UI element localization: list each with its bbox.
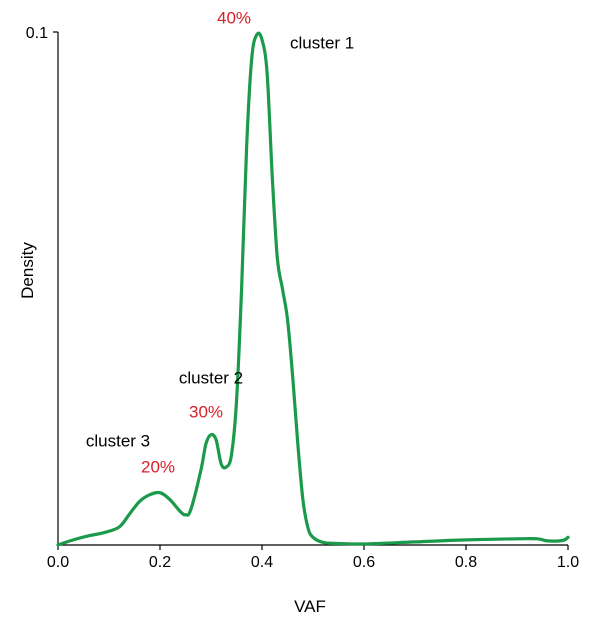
cluster-percent: 20% [141,458,175,477]
x-tick-label: 1.0 [557,554,579,571]
x-tick-label: 0.0 [47,554,69,571]
plot-area: 0.0 0.2 0.4 0.6 0.8 1.0 0.1 cluster 140%clust… [26,9,579,571]
cluster-label: cluster 3 [86,432,150,451]
x-tick-label: 0.4 [251,554,273,571]
y-axis-label: Density [18,242,37,299]
density-series-line [56,31,570,547]
cluster-percent: 40% [217,9,251,28]
y-tick-label: 0.1 [26,25,48,42]
x-axis-label: VAF [294,597,326,616]
x-axis-ticks: 0.0 0.2 0.4 0.6 0.8 1.0 [47,545,579,571]
cluster-label: cluster 1 [290,34,354,53]
x-tick-label: 0.6 [353,554,375,571]
cluster-label: cluster 2 [179,369,243,388]
cluster-percent: 30% [189,403,223,422]
y-axis-ticks: 0.1 [26,25,58,42]
cluster-annotations: cluster 1 40% cluster 2 30% cluster 3 20% [86,9,354,477]
x-tick-label: 0.8 [455,554,477,571]
x-tick-label: 0.2 [149,554,171,571]
